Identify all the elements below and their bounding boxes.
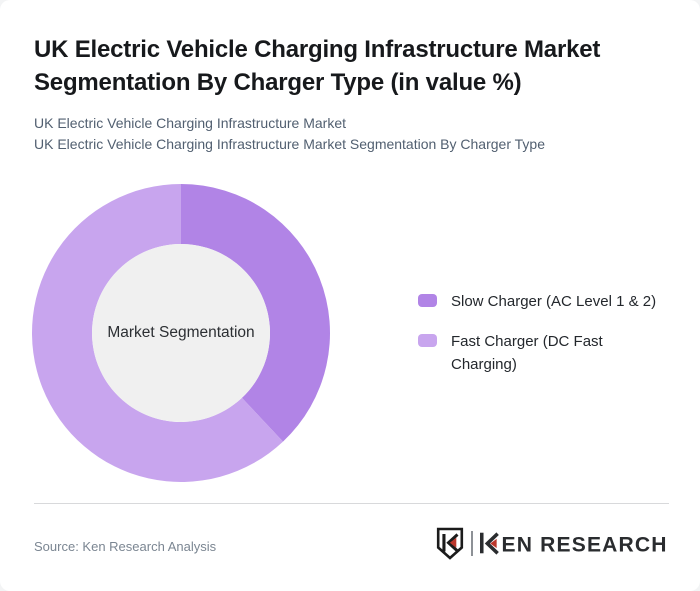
donut-hole (92, 244, 270, 422)
source-text: Source: Ken Research Analysis (34, 539, 217, 554)
donut-slice (32, 184, 283, 482)
legend: Slow Charger (AC Level 1 & 2) Fast Charge… (418, 290, 656, 376)
logo-wordmark-text: EN RESEARCH (502, 533, 668, 556)
legend-item: Fast Charger (DC Fast Charging) (418, 330, 656, 376)
donut-chart-svg (32, 184, 331, 482)
logo-divider (471, 530, 473, 556)
footer-divider (34, 503, 669, 504)
ken-research-logo: EN RESEARCH (436, 526, 672, 560)
chart-subtitles: UK Electric Vehicle Charging Infrastruct… (34, 113, 674, 154)
legend-swatch (418, 294, 437, 307)
ken-research-wordmark: EN RESEARCH (480, 532, 668, 556)
ken-research-shield-icon (436, 527, 464, 560)
page-title: UK Electric Vehicle Charging Infrastruct… (34, 36, 601, 96)
donut-slice (181, 184, 331, 442)
legend-item: Slow Charger (AC Level 1 & 2) (418, 290, 656, 313)
legend-swatch (418, 334, 437, 347)
legend-label: Slow Charger (AC Level 1 & 2) (451, 293, 657, 310)
subtitle-line-2: UK Electric Vehicle Charging Infrastruct… (34, 135, 545, 152)
subtitle-line-1: UK Electric Vehicle Charging Infrastruct… (34, 115, 347, 131)
donut-chart: Market Segmentation (31, 183, 331, 483)
legend-label: Fast Charger (DC Fast Charging) (451, 333, 603, 373)
